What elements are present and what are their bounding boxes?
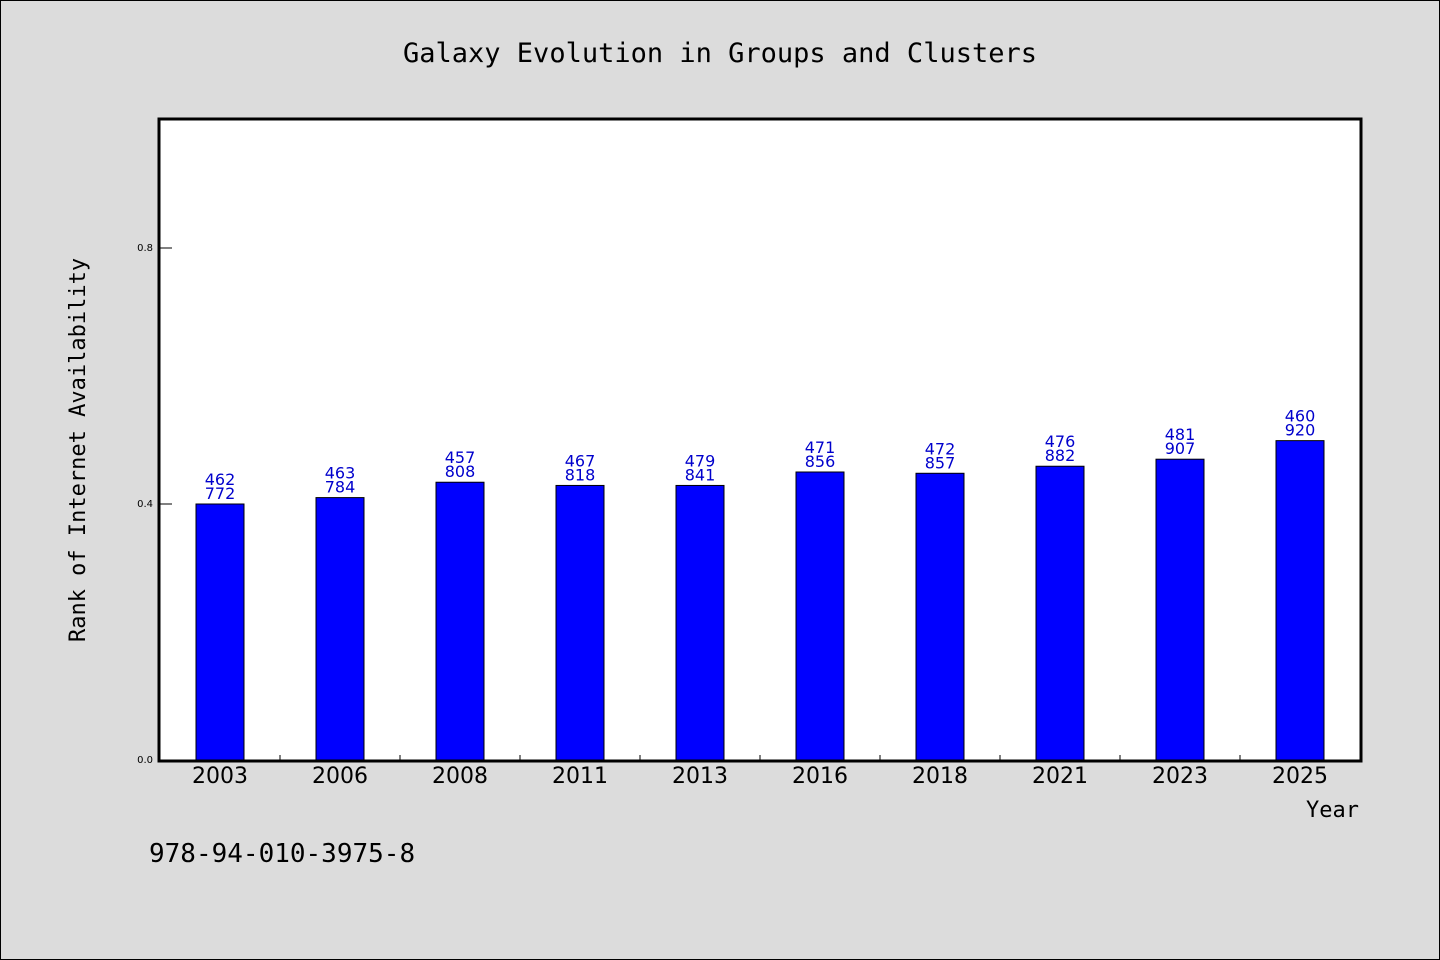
x-axis-ticks: 2003 2006 2008 2011 2013 2016 2018 2021 2023 2025 — [192, 755, 1328, 789]
bar-2025 — [1275, 440, 1325, 761]
data-label-2021-1: 476 — [1045, 432, 1076, 451]
bar-2018 — [915, 472, 965, 761]
data-label-2025-2: 920 — [1285, 421, 1316, 440]
data-label-2018-1: 472 — [925, 439, 956, 458]
data-label-2011-1: 467 — [565, 451, 596, 470]
x-tick-label-2006: 2006 — [312, 764, 368, 789]
data-label-2021-2: 882 — [1045, 446, 1076, 465]
x-tick-label-2021: 2021 — [1032, 764, 1088, 789]
x-axis-label: Year — [1306, 798, 1359, 823]
x-tick-label-2023: 2023 — [1152, 764, 1208, 789]
data-label-2023-1: 481 — [1165, 425, 1196, 444]
bars-group — [195, 440, 1325, 761]
x-tick-label-2003: 2003 — [192, 764, 248, 789]
y-tick-label-0.8: 0.8 — [137, 243, 153, 254]
data-label-2008-1: 457 — [445, 448, 476, 467]
chart-title: Galaxy Evolution in Groups and Clusters — [403, 38, 1037, 69]
data-labels-group: 4627724637844578084678184798414718564728… — [205, 407, 1316, 503]
data-label-2016-1: 471 — [805, 438, 836, 457]
data-label-2013-2: 841 — [685, 465, 716, 484]
isbn-footer: 978-94-010-3975-8 — [149, 839, 415, 869]
data-label-2006-1: 463 — [325, 464, 356, 483]
x-tick-label-2025: 2025 — [1272, 764, 1328, 789]
bar-2006 — [315, 497, 365, 761]
y-tick-label-0.4: 0.4 — [137, 499, 153, 510]
bar-2011 — [555, 484, 605, 761]
x-tick-label-2013: 2013 — [672, 764, 728, 789]
data-label-2011-2: 818 — [565, 465, 596, 484]
x-tick-label-2011: 2011 — [552, 764, 608, 789]
data-label-2013-1: 479 — [685, 451, 716, 470]
x-tick-label-2008: 2008 — [432, 764, 488, 789]
data-label-2006-2: 784 — [325, 478, 356, 497]
data-label-2003-2: 772 — [205, 484, 236, 503]
bar-2008 — [435, 481, 485, 761]
data-label-2018-2: 857 — [925, 453, 956, 472]
data-label-2023-2: 907 — [1165, 439, 1196, 458]
y-tick-label-0.0: 0.0 — [137, 755, 153, 766]
x-tick-label-2018: 2018 — [912, 764, 968, 789]
data-label-2003-1: 462 — [205, 470, 236, 489]
data-label-2008-2: 808 — [445, 462, 476, 481]
y-axis-label: Rank of Internet Availability — [66, 258, 91, 642]
bar-2016 — [795, 471, 845, 761]
bar-2003 — [195, 503, 245, 761]
bar-2023 — [1155, 458, 1205, 761]
data-label-2025-1: 460 — [1285, 407, 1316, 426]
y-axis-ticks: 0.0 0.4 0.8 — [137, 243, 172, 766]
bar-2021 — [1035, 465, 1085, 761]
data-label-2016-2: 856 — [805, 452, 836, 471]
bar-2013 — [675, 484, 725, 761]
x-tick-label-2016: 2016 — [792, 764, 848, 789]
